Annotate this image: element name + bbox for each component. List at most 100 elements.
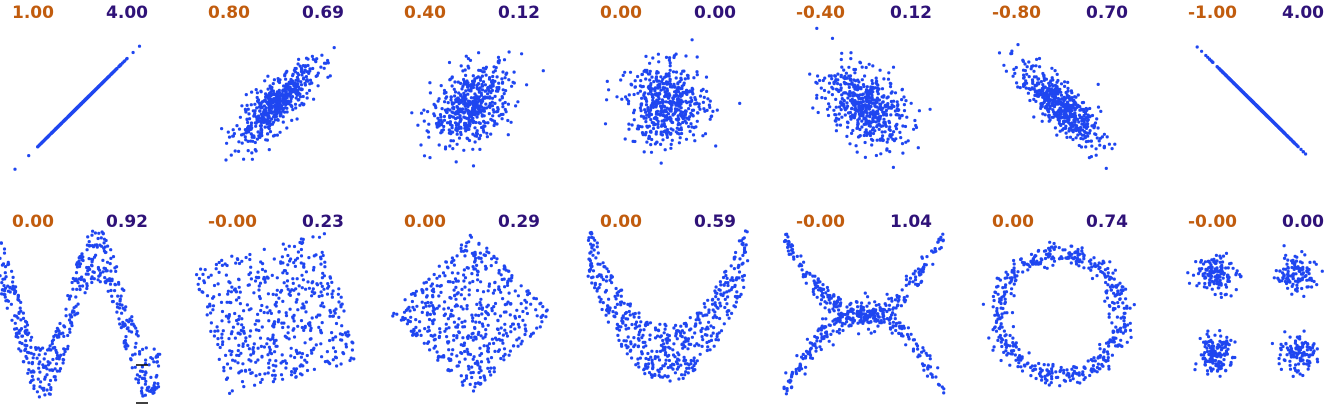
data-point <box>867 100 871 104</box>
data-point <box>524 329 528 333</box>
data-point <box>674 70 679 74</box>
data-point <box>655 79 659 83</box>
data-point <box>325 350 329 354</box>
data-point <box>260 303 264 308</box>
data-point <box>298 103 302 107</box>
data-point <box>475 273 480 277</box>
data-point <box>328 275 332 279</box>
data-point <box>1068 115 1072 119</box>
data-point <box>680 86 684 91</box>
data-point <box>672 55 676 60</box>
data-point <box>473 140 477 144</box>
data-point <box>1068 96 1072 101</box>
data-point <box>1074 136 1078 140</box>
data-point <box>293 70 297 74</box>
data-point <box>871 117 875 121</box>
data-point <box>644 54 648 58</box>
data-point <box>465 124 469 128</box>
data-point <box>250 371 254 375</box>
data-point <box>289 373 294 377</box>
data-point <box>496 107 500 111</box>
data-point <box>506 281 510 285</box>
data-point <box>448 108 452 112</box>
data-point <box>504 89 508 93</box>
data-point <box>27 368 31 372</box>
data-point <box>668 56 672 60</box>
data-point <box>259 308 263 313</box>
data-point <box>311 66 315 71</box>
data-point <box>304 300 308 304</box>
data-point <box>850 91 854 95</box>
data-point <box>306 79 310 83</box>
data-point <box>481 128 485 132</box>
data-point <box>648 72 652 76</box>
correlation-value: -0.00 <box>208 212 257 232</box>
data-point <box>863 155 867 159</box>
scatter-plot <box>195 232 356 395</box>
data-point <box>493 94 497 98</box>
data-point <box>685 101 689 105</box>
data-point <box>225 300 229 304</box>
data-point <box>506 118 510 123</box>
data-point <box>442 88 447 93</box>
data-point <box>246 120 250 125</box>
data-point <box>294 96 298 100</box>
data-point <box>236 322 240 326</box>
data-point <box>708 105 712 109</box>
data-point <box>155 355 160 359</box>
data-point <box>654 132 658 136</box>
data-point <box>466 99 470 103</box>
data-point <box>461 107 465 111</box>
data-point <box>860 65 864 69</box>
data-point <box>235 318 239 323</box>
data-point <box>267 361 271 365</box>
data-point <box>454 110 458 114</box>
data-point <box>436 99 440 103</box>
data-point <box>523 323 527 327</box>
data-point <box>62 347 66 351</box>
data-point <box>287 85 291 89</box>
data-point <box>512 70 516 74</box>
data-point <box>266 337 270 341</box>
data-point <box>135 373 139 377</box>
data-point <box>1095 136 1099 140</box>
data-point <box>206 305 210 309</box>
data-point <box>670 100 674 104</box>
data-point <box>466 364 471 368</box>
data-point <box>627 127 631 131</box>
data-point <box>491 108 495 112</box>
data-point <box>1068 122 1072 126</box>
data-point <box>878 117 882 121</box>
data-point <box>123 308 127 312</box>
data-point <box>848 115 853 119</box>
data-point <box>481 126 485 130</box>
data-point <box>684 121 688 125</box>
data-point <box>334 335 338 339</box>
data-point <box>1034 99 1038 103</box>
data-point <box>306 280 310 284</box>
data-point <box>281 325 285 330</box>
data-point <box>302 264 306 268</box>
data-point <box>300 286 304 290</box>
data-point <box>58 367 63 371</box>
data-point <box>842 99 846 103</box>
data-point <box>211 308 215 312</box>
data-point <box>220 332 224 336</box>
data-point <box>248 257 252 262</box>
data-point <box>350 348 354 352</box>
data-point <box>635 127 639 131</box>
data-point <box>1043 99 1047 103</box>
data-point <box>839 83 843 87</box>
data-point <box>228 349 232 353</box>
data-point <box>480 312 484 316</box>
data-point <box>633 85 637 89</box>
data-point <box>209 311 213 315</box>
data-point <box>669 106 673 110</box>
data-point <box>106 244 110 248</box>
data-point <box>649 130 653 134</box>
data-point <box>104 250 108 254</box>
data-point <box>503 322 507 326</box>
data-point <box>263 98 267 102</box>
data-point <box>495 75 499 79</box>
data-point <box>822 88 827 93</box>
